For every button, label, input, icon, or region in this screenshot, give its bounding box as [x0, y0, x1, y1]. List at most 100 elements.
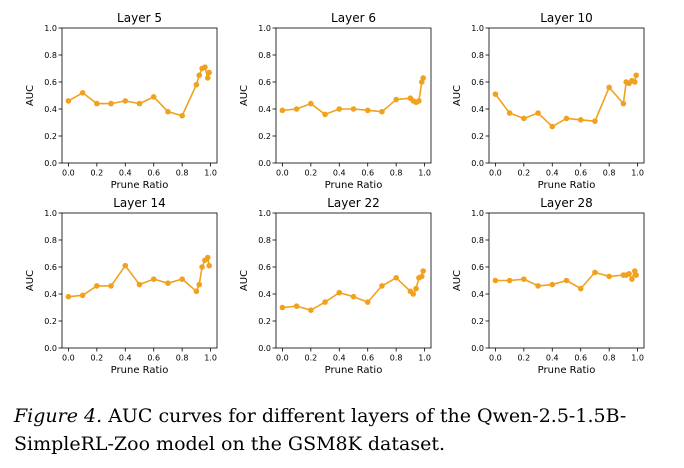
x-axis-label: Prune Ratio [111, 180, 169, 191]
y-tick-label: 0.4 [44, 290, 57, 299]
data-point [165, 280, 171, 287]
data-point [293, 106, 300, 112]
x-tick-label: 0.4 [546, 169, 559, 178]
y-tick-label: 0.4 [44, 105, 57, 114]
data-point [199, 264, 205, 270]
y-tick-label: 0.8 [258, 51, 271, 60]
data-point [633, 272, 639, 278]
data-point [379, 283, 385, 289]
x-tick-label: 0.8 [176, 354, 189, 363]
chart-title: Layer 10 [540, 11, 593, 25]
y-tick-label: 0.0 [471, 344, 484, 353]
y-axis-label: AUC [239, 270, 250, 291]
data-point [202, 64, 208, 70]
data-point [350, 293, 357, 300]
data-point [94, 283, 100, 289]
data-point [65, 98, 72, 104]
y-tick-label: 0.6 [258, 263, 271, 272]
data-point [418, 273, 425, 280]
y-tick-label: 1.0 [258, 209, 271, 218]
x-tick-label: 0.6 [147, 169, 160, 178]
data-point [336, 106, 343, 112]
chart-title: Layer 28 [540, 196, 593, 210]
data-point [122, 98, 129, 104]
y-tick-label: 0.2 [258, 132, 271, 141]
y-tick-label: 0.2 [44, 317, 57, 326]
y-tick-label: 0.4 [471, 105, 484, 114]
x-tick-label: 0.4 [119, 354, 132, 363]
plot-frame [488, 27, 645, 164]
x-tick-label: 0.2 [304, 354, 317, 363]
data-point [592, 269, 598, 276]
data-point [563, 115, 570, 122]
data-point [416, 98, 422, 104]
y-tick-label: 0.8 [471, 236, 484, 245]
data-point [179, 112, 185, 119]
data-point [563, 277, 570, 284]
y-tick-label: 0.2 [258, 317, 271, 326]
data-point [364, 107, 371, 114]
x-tick-label: 0.0 [62, 169, 75, 178]
chart-title: Layer 14 [113, 196, 166, 210]
data-point [206, 262, 212, 269]
data-point [322, 299, 328, 305]
data-point [577, 117, 584, 123]
y-tick-label: 0.8 [44, 51, 57, 60]
x-tick-label: 0.2 [517, 354, 530, 363]
data-point [136, 100, 143, 107]
plot-frame [275, 27, 432, 164]
data-point [65, 293, 72, 300]
y-tick-label: 0.0 [471, 159, 484, 168]
data-point [393, 275, 399, 281]
x-tick-label: 0.2 [304, 169, 317, 178]
data-point [165, 108, 171, 115]
y-tick-label: 0.0 [44, 344, 57, 353]
figure-grid: Layer 5 0.0 0.2 0.4 0.6 0.8 1.0 0.0 0.2 0.4 0.6 0.8… [25, 11, 645, 376]
x-tick-label: 0.2 [90, 169, 103, 178]
x-tick-label: 0.0 [276, 354, 289, 363]
data-point [549, 123, 556, 130]
chart-title: Layer 22 [327, 196, 380, 210]
chart-title: Layer 5 [117, 11, 162, 25]
data-point [193, 288, 200, 295]
y-tick-label: 1.0 [44, 209, 57, 218]
data-point [549, 281, 556, 288]
x-tick-label: 0.2 [90, 354, 103, 363]
chart-panel-4: Layer 14 0.0 0.2 0.4 0.6 0.8 1.0 0.0 0.2 0.4 0.6 0.… [25, 196, 218, 376]
data-point [629, 276, 635, 282]
data-point [606, 84, 612, 91]
data-point [492, 277, 499, 284]
data-point [506, 110, 513, 116]
data-point [535, 110, 541, 116]
x-axis-label: Prune Ratio [538, 180, 596, 191]
data-point [108, 283, 114, 289]
data-point [535, 283, 541, 289]
data-point [79, 90, 86, 96]
x-tick-label: 0.8 [603, 354, 616, 363]
y-tick-label: 0.0 [44, 159, 57, 168]
x-tick-label: 0.8 [390, 354, 403, 363]
x-tick-label: 1.0 [631, 169, 644, 178]
y-axis-label: AUC [452, 85, 463, 106]
y-tick-label: 1.0 [471, 24, 484, 33]
x-tick-label: 0.2 [517, 169, 530, 178]
x-tick-label: 1.0 [418, 354, 431, 363]
figure-caption: Figure 4. AUC curves for different layer… [14, 402, 676, 458]
data-point [308, 307, 314, 314]
x-tick-label: 1.0 [204, 169, 217, 178]
data-point [364, 299, 371, 305]
y-tick-label: 0.6 [258, 78, 271, 87]
y-tick-label: 1.0 [471, 209, 484, 218]
x-tick-label: 0.6 [574, 169, 587, 178]
data-point [108, 100, 114, 107]
data-point [293, 303, 300, 309]
data-point [94, 100, 100, 107]
data-point [279, 107, 286, 114]
data-point [521, 115, 527, 122]
y-tick-label: 0.2 [471, 317, 484, 326]
chart-title: Layer 6 [331, 11, 376, 25]
chart-panel-2: Layer 6 0.0 0.2 0.4 0.6 0.8 1.0 0.0 0.2 0.4 0.6 0.8… [239, 11, 432, 191]
y-tick-label: 0.6 [44, 263, 57, 272]
data-point [506, 277, 513, 284]
y-tick-label: 0.6 [471, 78, 484, 87]
